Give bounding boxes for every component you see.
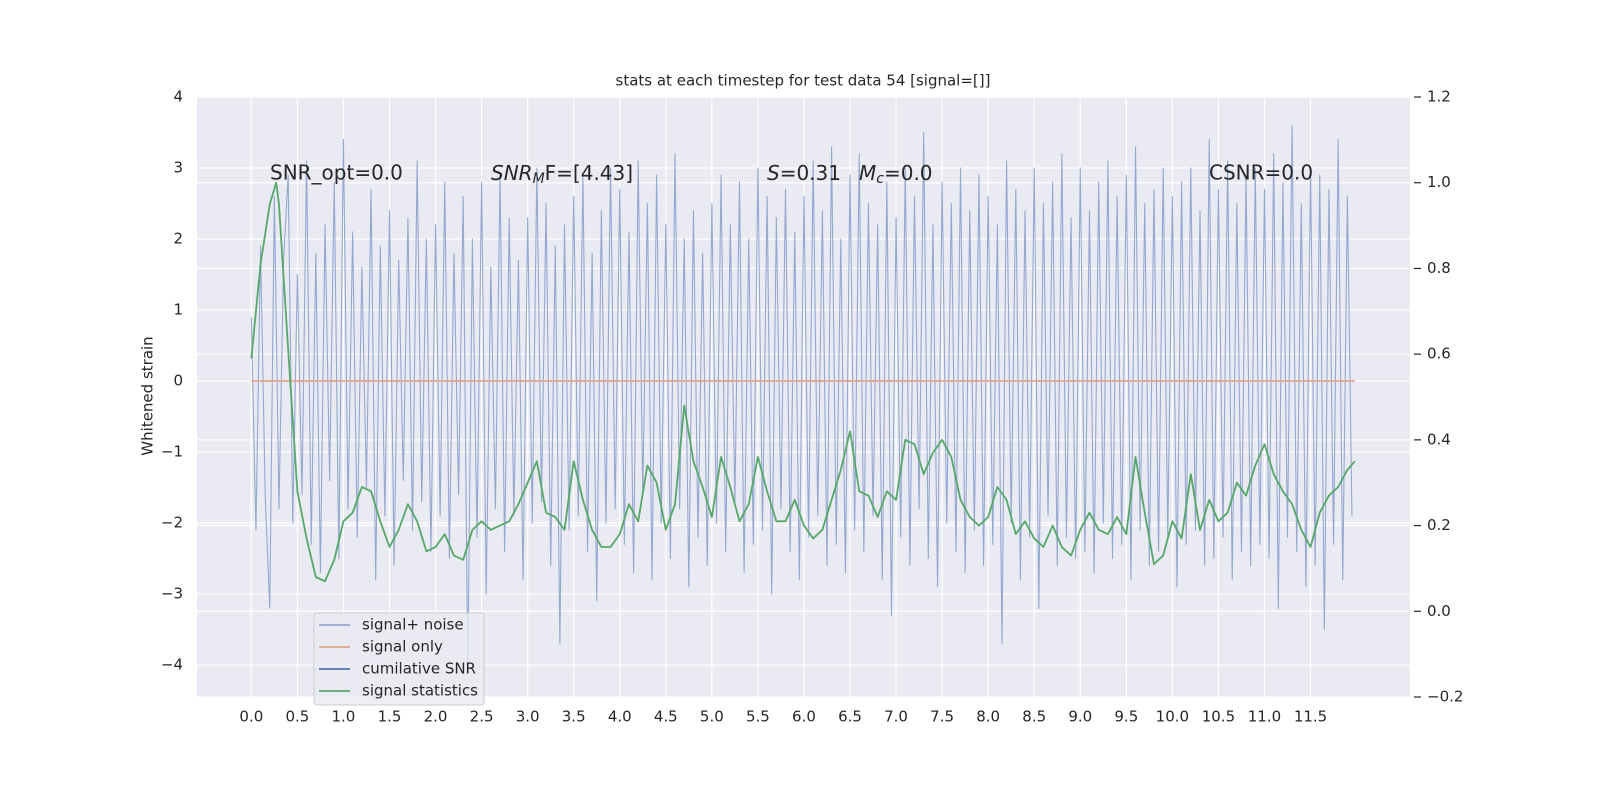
x-tick-label: 7.0 [884, 708, 908, 726]
x-tick-label: 6.0 [792, 708, 816, 726]
x-tick-label: 10.0 [1156, 708, 1189, 726]
x-tick-label: 8.5 [1022, 708, 1046, 726]
y2-tick-label: −0.2 [1427, 688, 1463, 706]
y2-tick-label: 0.0 [1427, 602, 1451, 620]
x-tick-label: 1.0 [332, 708, 356, 726]
x-tick-label: 2.0 [424, 708, 448, 726]
x-tick-label: 3.5 [562, 708, 586, 726]
annotation-part: S [767, 161, 780, 185]
chart-title: stats at each timestep for test data 54 … [616, 72, 991, 90]
x-tick-label: 7.5 [930, 708, 954, 726]
annotation-part: F=[4.43] [545, 161, 633, 185]
x-tick-label: 9.0 [1068, 708, 1092, 726]
legend-label: cumilative SNR [362, 660, 476, 678]
annotation: CSNR=0.0 [1209, 161, 1313, 185]
y-tick-label: −2 [161, 514, 183, 532]
x-tick-label: 1.5 [378, 708, 402, 726]
overlay: 0.0 0.5 1.0 1.5 2.0 2.5 3.0 3.5 4.0 4.5 5.0 5.5 6.0 6… [161, 88, 1464, 726]
annotation-part: M [533, 171, 545, 187]
annotation: SNRMF=[4.43] [491, 161, 633, 188]
x-tick-label: 5.5 [746, 708, 770, 726]
y2-tick-label: 1.2 [1427, 88, 1451, 106]
y-tick-label: −1 [161, 443, 183, 461]
annotation-part: SNR [491, 161, 533, 185]
x-tick-label: 5.0 [700, 708, 724, 726]
marks [250, 124, 1356, 673]
x-tick-label: 3.0 [516, 708, 540, 726]
annotation-part: c [876, 171, 884, 187]
y2-tick-label: 1.0 [1427, 173, 1451, 191]
y2-tick-label: 0.8 [1427, 259, 1451, 277]
y-tick-label: 4 [173, 88, 183, 106]
x-tick-label: 11.0 [1248, 708, 1281, 726]
x-tick-label: 4.5 [654, 708, 678, 726]
x-tick-label: 0.5 [285, 708, 309, 726]
y-axis-label: Whitened strain [139, 336, 157, 455]
legend-label: signal only [362, 638, 443, 656]
y-tick-label: 1 [173, 301, 183, 319]
y-tick-label: −3 [161, 585, 183, 603]
legend-label: signal statistics [362, 682, 478, 700]
y2-tick-label: 0.2 [1427, 516, 1451, 534]
y-tick-label: −4 [161, 656, 183, 674]
y2-tick-label: 0.4 [1427, 430, 1451, 448]
x-tick-label: 4.0 [608, 708, 632, 726]
legend-label: signal+ noise [362, 616, 464, 634]
y-tick-label: 3 [173, 159, 183, 177]
series-line [250, 124, 1353, 673]
y-tick-label: 2 [173, 230, 183, 248]
x-tick-label: 10.5 [1202, 708, 1235, 726]
annotation: S=0.31 [767, 161, 841, 185]
x-tick-label: 11.5 [1294, 708, 1327, 726]
x-tick-label: 8.0 [976, 708, 1000, 726]
annotation-part: =0.31 [780, 161, 841, 185]
x-tick-label: 2.5 [470, 708, 494, 726]
series-line [250, 181, 1356, 583]
annotation: Mc=0.0 [859, 161, 933, 188]
x-tick-label: 9.5 [1114, 708, 1138, 726]
y-tick-label: 0 [173, 372, 183, 390]
legend-box [313, 612, 485, 706]
annotation: SNR_opt=0.0 [270, 161, 403, 185]
x-tick-label: 0.0 [239, 708, 263, 726]
annotation-part: =0.0 [884, 161, 933, 185]
annotation-part: M [859, 161, 876, 185]
y2-tick-label: 0.6 [1427, 345, 1451, 363]
x-tick-label: 6.5 [838, 708, 862, 726]
